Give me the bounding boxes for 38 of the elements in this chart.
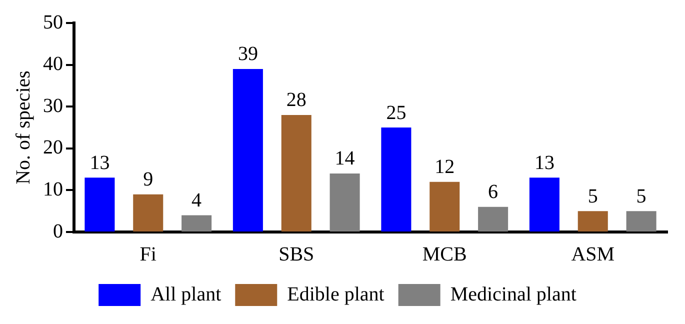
bar: [529, 178, 560, 232]
legend-label: Edible plant: [287, 283, 385, 306]
bar: [430, 182, 460, 232]
x-tick-label: MCB: [422, 243, 467, 266]
data-label: 39: [238, 43, 258, 66]
data-label: 28: [286, 89, 306, 112]
bar: [84, 178, 115, 232]
y-tick-label: 20: [43, 136, 63, 159]
data-label: 6: [488, 181, 498, 204]
data-label: 4: [192, 190, 202, 212]
bar: [478, 206, 508, 232]
bar: [330, 173, 360, 232]
data-label: 14: [334, 148, 355, 170]
data-label: 5: [588, 185, 598, 208]
data-label: 13: [534, 152, 554, 174]
x-tick-label: ASM: [571, 243, 615, 266]
bar: [281, 114, 312, 232]
bar: [182, 215, 212, 232]
x-tick-label: SBS: [278, 243, 314, 266]
bar: [578, 211, 608, 232]
y-tick-label: 0: [53, 220, 63, 242]
legend-label: Medicinal plant: [450, 283, 577, 306]
data-label: 9: [143, 168, 154, 191]
bar: [133, 194, 164, 232]
bar: [232, 68, 263, 232]
legend-label: All plant: [150, 283, 222, 306]
y-tick-label: 30: [43, 94, 63, 117]
y-tick-label: 10: [43, 178, 63, 200]
x-tick-label: Fi: [140, 243, 157, 266]
bar: [626, 211, 656, 232]
data-label: 5: [636, 185, 646, 208]
y-axis-title: No. of species: [12, 70, 34, 184]
y-tick-label: 50: [43, 11, 63, 34]
y-tick-label: 40: [43, 53, 63, 76]
data-label: 13: [90, 152, 110, 174]
data-label: 12: [434, 156, 455, 178]
bar: [381, 128, 412, 232]
data-label: 25: [386, 102, 406, 124]
